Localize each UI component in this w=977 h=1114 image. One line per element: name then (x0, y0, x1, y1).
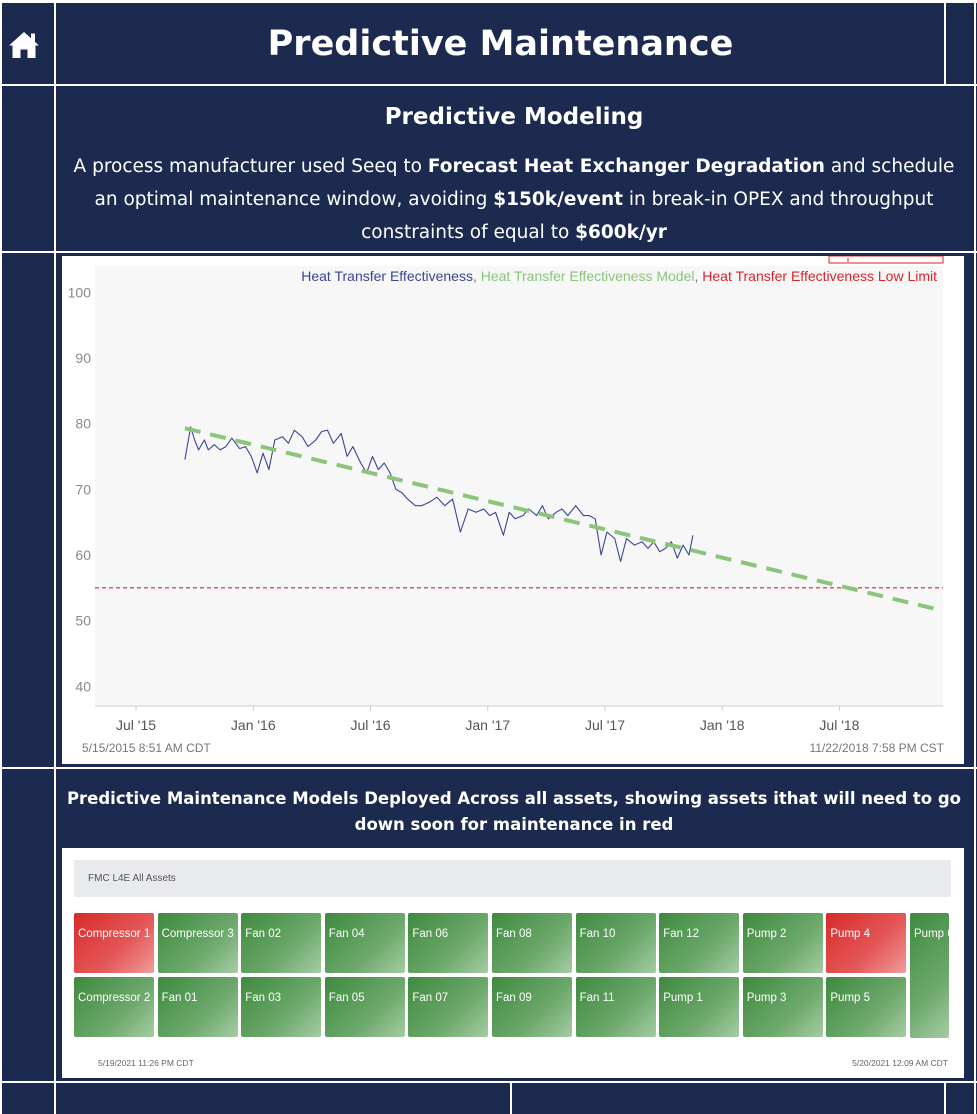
desc-text-2: and schedule an optimal maintenance wind… (94, 156, 955, 210)
border-col4 (944, 1081, 946, 1114)
treemap-start-time: 5/19/2021 11:26 PM CDT (98, 1058, 194, 1068)
treemap-end-time: 5/20/2021 12:09 AM CDT (852, 1058, 948, 1068)
asset-tile[interactable]: Pump 2 (742, 913, 823, 973)
border-row2 (0, 251, 977, 253)
section2-title: Predictive Maintenance Models Deployed A… (66, 789, 962, 834)
asset-tile[interactable]: Pump 6 (910, 913, 949, 1038)
asset-tile[interactable]: Fan 10 (575, 913, 656, 973)
asset-tile[interactable]: Fan 09 (492, 977, 572, 1037)
asset-tile[interactable]: Fan 05 (324, 977, 405, 1037)
desc-text-3: in break-in OPEX and throughput constrai… (361, 189, 934, 243)
border-row1 (0, 84, 977, 86)
y-tick-label: 100 (68, 284, 92, 300)
page-title: Predictive Maintenance (267, 24, 734, 64)
desc-bold-1: Forecast Heat Exchanger Degradation (427, 156, 825, 177)
home-icon[interactable] (8, 30, 40, 60)
y-tick-label: 90 (75, 350, 91, 366)
border-right (974, 0, 976, 1114)
chart-legend: Heat Transfer Effectiveness, Heat Transf… (301, 268, 937, 284)
asset-tile[interactable]: Pump 3 (742, 977, 823, 1037)
treemap-header[interactable]: FMC L4E All Assets (74, 860, 951, 897)
trend-chart-svg: Heat Transfer Effectiveness, Heat Transf… (68, 255, 945, 755)
y-tick-label: 50 (75, 613, 91, 629)
x-tick-label: Jan '16 (231, 717, 276, 733)
border-col2 (944, 0, 946, 86)
y-tick-label: 40 (75, 678, 91, 694)
legend-sep-2: , (694, 268, 702, 284)
border-row4 (0, 1081, 977, 1083)
x-tick-label: Jul '15 (116, 717, 156, 733)
section-description: A process manufacturer used Seeq to Fore… (60, 150, 968, 249)
asset-tile[interactable]: Fan 06 (408, 913, 489, 973)
x-tick-label: Jul '18 (819, 717, 859, 733)
asset-tile[interactable]: Fan 11 (575, 977, 656, 1037)
legend-limit: Heat Transfer Effectiveness Low Limit (702, 268, 937, 284)
desc-bold-2: $150k/event (493, 189, 623, 210)
asset-tile[interactable]: Compressor 3 (157, 913, 238, 973)
x-tick-label: Jul '17 (585, 717, 625, 733)
asset-tile[interactable]: Fan 08 (492, 913, 572, 973)
border-row3 (0, 767, 977, 769)
x-tick-label: Jan '18 (700, 717, 745, 733)
plot-area (95, 266, 943, 706)
asset-tile[interactable]: Compressor 2 (74, 977, 154, 1037)
chart-start-time: 5/15/2015 8:51 AM CDT (82, 741, 211, 755)
border-col1 (54, 0, 56, 1114)
asset-tile[interactable]: Fan 03 (241, 977, 322, 1037)
y-tick-label: 60 (75, 547, 91, 563)
legend-sep-1: , (473, 268, 481, 284)
x-tick-label: Jul '16 (350, 717, 390, 733)
legend-box[interactable] (828, 255, 944, 264)
section-title: Predictive Modeling (384, 104, 644, 130)
border-col3 (510, 1081, 512, 1114)
border-left (0, 0, 2, 1114)
legend-actual: Heat Transfer Effectiveness (301, 268, 473, 284)
x-tick-label: Jan '17 (465, 717, 510, 733)
desc-bold-3: $600k/yr (575, 222, 667, 243)
y-tick-label: 80 (75, 416, 91, 432)
asset-tile[interactable]: Fan 04 (324, 913, 405, 973)
asset-tile[interactable]: Pump 5 (826, 977, 907, 1037)
legend-model: Heat Transfer Effectiveness Model (481, 268, 695, 284)
asset-tile[interactable]: Fan 02 (241, 913, 322, 973)
asset-treemap[interactable]: FMC L4E All Assets Compressor 1 Compresso… (62, 848, 964, 1078)
asset-tile[interactable]: Pump 4 (826, 913, 907, 973)
trend-chart[interactable]: Heat Transfer Effectiveness, Heat Transf… (62, 255, 964, 764)
asset-tile[interactable]: Fan 07 (408, 977, 489, 1037)
y-tick-label: 70 (75, 481, 91, 497)
border-top (0, 0, 977, 3)
actual-series-line (184, 426, 694, 563)
asset-tile[interactable]: Fan 01 (157, 977, 238, 1037)
asset-tile[interactable]: Pump 1 (659, 977, 740, 1037)
desc-text-1: A process manufacturer used Seeq to (73, 156, 428, 177)
chart-end-time: 11/22/2018 7:58 PM CST (809, 741, 944, 755)
asset-tile[interactable]: Compressor 1 (74, 913, 154, 973)
asset-tile[interactable]: Fan 12 (659, 913, 740, 973)
